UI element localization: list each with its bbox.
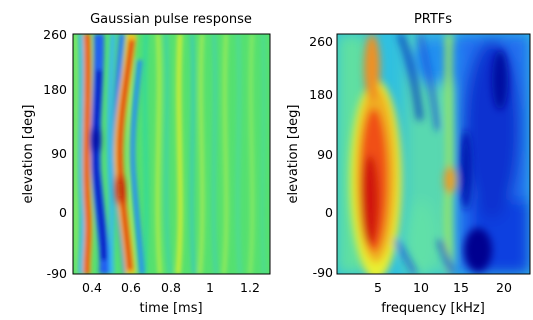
left-chart: Gaussian pulse response xyxy=(21,12,271,316)
right-x-axis: 5 10 15 20 frequency [kHz] xyxy=(374,280,512,316)
left-ytick-label: 90 xyxy=(51,146,67,161)
left-heatmap xyxy=(73,34,270,274)
left-xtick-label: 0.8 xyxy=(161,280,181,295)
left-xtick-label: 1 xyxy=(206,280,214,295)
right-x-axis-label: frequency [kHz] xyxy=(381,301,485,316)
left-ytick-label: 260 xyxy=(43,27,67,42)
right-xtick-label: 5 xyxy=(374,280,382,295)
left-ytick-label: -90 xyxy=(47,266,67,281)
left-chart-title: Gaussian pulse response xyxy=(90,12,252,27)
right-ytick-label: -90 xyxy=(313,265,333,280)
right-heatmap xyxy=(337,34,530,274)
right-ytick-label: 180 xyxy=(309,87,333,102)
right-y-axis: 260 180 90 0 -90 elevation [deg] xyxy=(286,34,333,280)
left-xtick-label: 0.6 xyxy=(121,280,141,295)
left-xtick-label: 0.4 xyxy=(82,280,102,295)
left-y-axis: 260 180 90 0 -90 elevation [deg] xyxy=(21,27,67,281)
left-x-axis: 0.4 0.6 0.8 1 1.2 time [ms] xyxy=(82,280,260,316)
right-ytick-label: 260 xyxy=(309,34,333,49)
left-xtick-label: 1.2 xyxy=(240,280,260,295)
right-ytick-label: 0 xyxy=(325,205,333,220)
right-chart-title: PRTFs xyxy=(414,12,452,27)
right-xtick-label: 15 xyxy=(453,280,469,295)
right-xtick-label: 10 xyxy=(413,280,429,295)
left-ytick-label: 180 xyxy=(43,82,67,97)
left-ytick-label: 0 xyxy=(59,205,67,220)
right-xtick-label: 20 xyxy=(496,280,512,295)
left-x-axis-label: time [ms] xyxy=(139,301,202,316)
right-ytick-label: 90 xyxy=(317,147,333,162)
right-y-axis-label: elevation [deg] xyxy=(286,105,301,204)
left-y-axis-label: elevation [deg] xyxy=(21,105,36,204)
right-chart: PRTFs xyxy=(286,12,531,316)
